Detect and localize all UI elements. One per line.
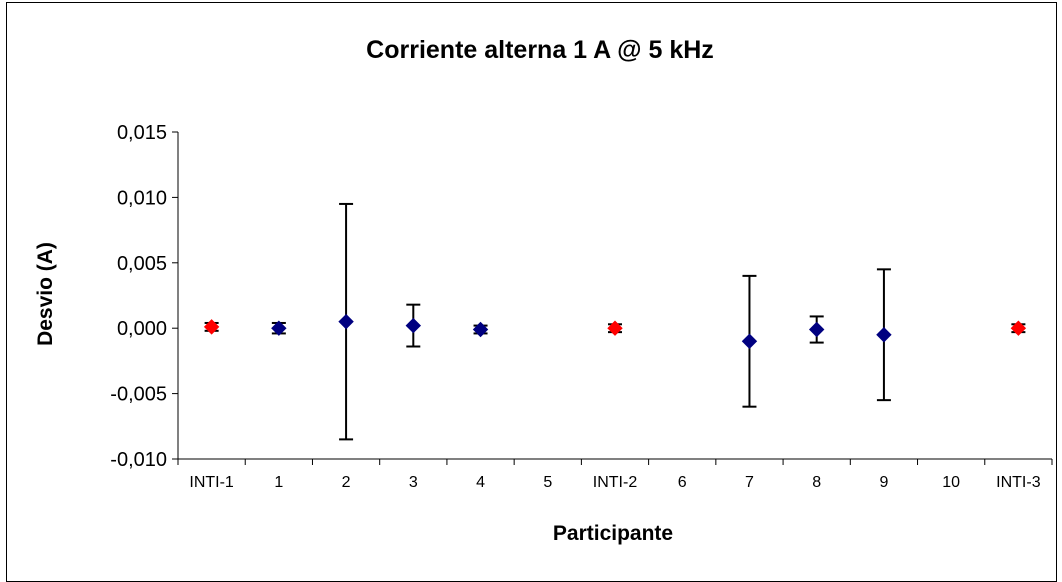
x-tick-label: 8 [812,474,821,491]
x-tick-label: 9 [879,474,888,491]
data-point-marker [472,321,489,338]
y-tick-label: -0,005 [110,384,167,406]
x-tick-label: 3 [409,474,418,491]
data-point-marker [808,321,825,338]
data-point-marker [1010,320,1027,336]
y-tick-label: 0,005 [117,253,167,275]
x-tick-label: 4 [476,474,485,491]
chart-frame [6,2,1057,582]
y-tick-label: 0,010 [117,187,167,209]
x-axis-title: Participante [553,522,673,545]
y-tick-label: -0,010 [110,449,167,471]
data-point-marker [271,320,287,336]
y-tick-label: 0,000 [117,318,167,340]
x-tick-label: 2 [342,474,351,491]
data-point-marker [741,333,758,349]
y-tick-label: 0,015 [117,122,167,144]
data-point-marker [405,317,422,334]
data-point-marker [203,319,220,335]
chart-title: Corriente alterna 1 A @ 5 kHz [366,36,714,64]
data-point-marker [876,327,892,343]
plot-area: -0,010 -0,005 0,000 0,005 0,010 0,015 INTI-1 1 2… [110,122,1053,491]
y-axis-title: Desvio (A) [34,242,57,346]
x-tick-label: INTI-3 [996,474,1041,491]
error-bar-chart: Corriente alterna 1 A @ 5 kHz Desvio (A)… [34,36,1053,545]
x-tick-label: 10 [942,474,960,491]
x-tick-label: 6 [678,474,687,491]
x-tick-label: INTI-2 [593,474,638,491]
x-tick-label: 1 [274,474,283,491]
x-tick-label: 7 [745,474,754,491]
x-tick-label: INTI-1 [189,474,234,491]
data-point-marker [607,320,623,336]
x-tick-label: 5 [543,474,552,491]
data-point-marker [338,313,354,330]
